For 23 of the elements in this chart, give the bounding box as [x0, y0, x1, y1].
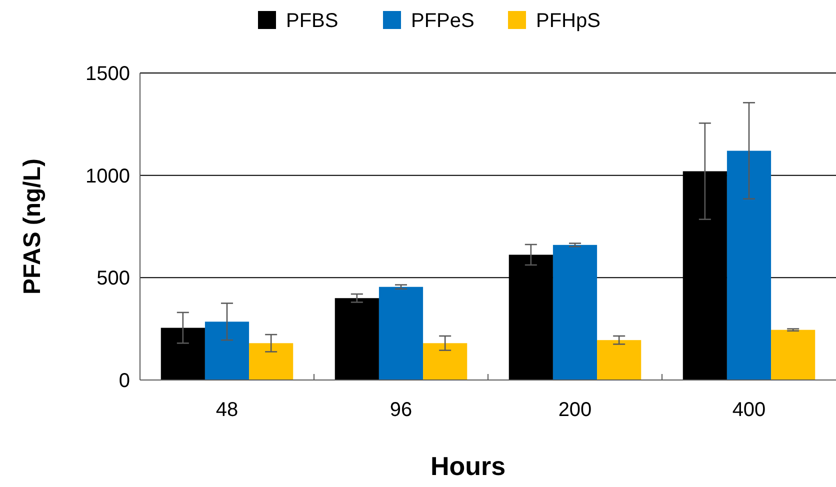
y-axis-title: PFAS (ng/L) [19, 158, 46, 294]
legend-label: PFHpS [536, 10, 600, 32]
x-axis-title: Hours [430, 451, 506, 481]
bar [204, 322, 250, 380]
y-tick-label: 0 [118, 370, 130, 392]
x-tick-label: 400 [732, 399, 766, 421]
bar [249, 343, 294, 380]
x-tick-label: 200 [558, 399, 592, 421]
legend-label: PFBS [286, 10, 338, 32]
x-tick-label: 96 [390, 399, 412, 421]
bar [423, 343, 468, 380]
y-tick-label: 1000 [86, 165, 130, 188]
bar [378, 286, 424, 380]
bar [726, 150, 772, 380]
bar [552, 244, 598, 380]
y-tick-label: 1500 [86, 63, 130, 85]
bar [597, 340, 642, 380]
bar [160, 328, 205, 380]
y-tick-label: 500 [96, 268, 130, 290]
bar [771, 330, 816, 380]
x-tick-label: 48 [216, 399, 238, 421]
legend-label: PFPeS [411, 10, 474, 32]
bar [334, 298, 379, 380]
